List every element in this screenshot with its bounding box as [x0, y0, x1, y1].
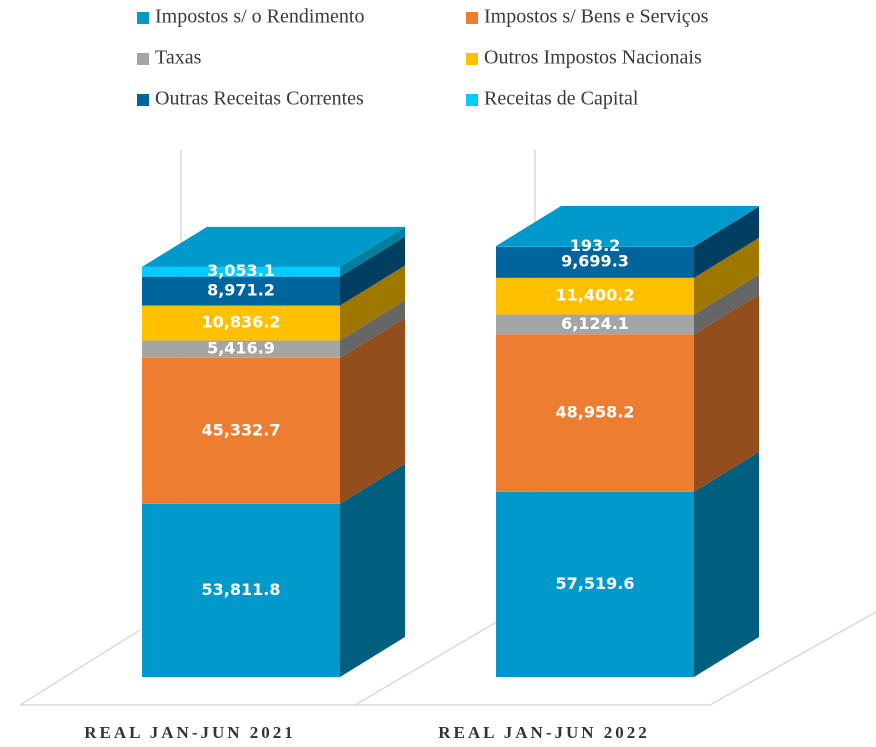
bar-top [496, 206, 759, 246]
bar-side [340, 463, 405, 677]
value-label: 11,400.2 [556, 286, 635, 305]
bar-segment [142, 503, 340, 677]
value-label: 3,053.1 [207, 261, 275, 280]
bar-segment [496, 334, 694, 492]
legend-label: Outros Impostos Nacionais [484, 47, 702, 69]
value-label: 9,699.3 [561, 252, 629, 271]
value-label: 45,332.7 [202, 420, 281, 439]
floor-edge [19, 629, 141, 706]
bar-top [142, 226, 405, 267]
legend-label: Receitas de Capital [484, 88, 639, 110]
legend-label: Outras Receitas Correntes [155, 88, 364, 110]
x-tick-label: REAL JAN-JUN 2021 [84, 723, 296, 742]
value-label: 5,416.9 [207, 339, 275, 358]
bar-segment [496, 314, 694, 335]
bar-segment [496, 246, 694, 278]
value-label: 8,971.2 [207, 281, 275, 300]
legend-swatch [137, 94, 149, 106]
bar-segment [142, 266, 340, 277]
bar-side [340, 236, 405, 306]
bar-side [694, 237, 759, 315]
bar-side [340, 226, 405, 277]
bar-side [340, 265, 405, 341]
floor-edge [355, 611, 876, 706]
bar-side [694, 206, 759, 278]
bar-side [694, 451, 759, 677]
bar-segment [142, 357, 340, 504]
legend-swatch [466, 12, 478, 24]
legend-swatch [466, 53, 478, 65]
bar-segment [142, 276, 340, 306]
bar-side [694, 274, 759, 335]
value-label: 53,811.8 [202, 580, 281, 599]
bar-side [694, 294, 759, 492]
bar-segment [142, 340, 340, 358]
bar-side [340, 317, 405, 504]
bar-side [694, 206, 759, 247]
value-label: 193.2 [570, 236, 621, 255]
value-label: 10,836.2 [202, 312, 281, 331]
value-label: 57,519.6 [556, 574, 635, 593]
x-tick-label: REAL JAN-JUN 2022 [438, 723, 650, 742]
bar-segment [142, 305, 340, 341]
bar-segment [496, 246, 694, 247]
bar-segment [496, 491, 694, 677]
bar-side [340, 300, 405, 358]
legend-swatch [137, 12, 149, 24]
legend-swatch [466, 94, 478, 106]
legend-label: Impostos s/ Bens e Serviços [484, 6, 709, 28]
legend-swatch [137, 53, 149, 65]
value-label: 6,124.1 [561, 314, 629, 333]
value-label: 48,958.2 [556, 403, 635, 422]
legend-label: Taxas [155, 47, 202, 69]
bar-segment [496, 277, 694, 315]
legend-label: Impostos s/ o Rendimento [155, 6, 364, 28]
